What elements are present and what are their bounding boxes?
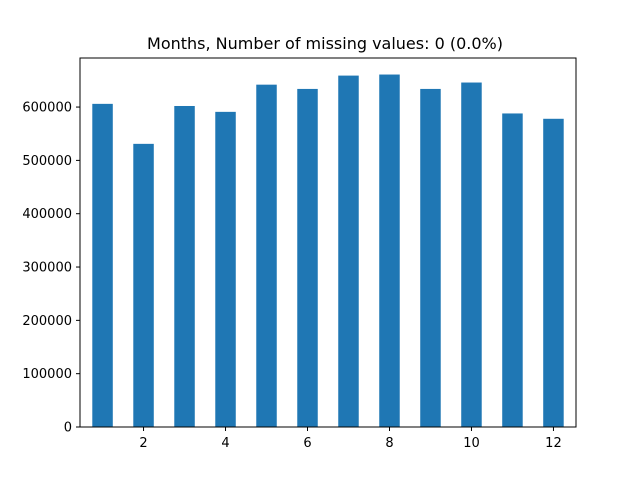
bar-month-9 bbox=[420, 88, 441, 428]
x-tick-label: 10 bbox=[463, 436, 480, 451]
bar-month-6 bbox=[297, 88, 318, 428]
bar-month-3 bbox=[174, 105, 195, 427]
x-tick-label: 8 bbox=[385, 436, 393, 451]
bar-month-1 bbox=[92, 103, 113, 427]
bar-month-4 bbox=[215, 111, 236, 427]
y-tick-label: 600000 bbox=[22, 101, 72, 116]
bar-month-11 bbox=[502, 113, 523, 427]
bar-month-5 bbox=[256, 84, 277, 427]
y-tick-label: 400000 bbox=[22, 207, 72, 222]
x-tick-label: 12 bbox=[545, 436, 562, 451]
bar-month-8 bbox=[379, 74, 400, 428]
bar-month-7 bbox=[338, 75, 359, 428]
y-tick-label: 300000 bbox=[22, 261, 72, 276]
y-tick-label: 0 bbox=[64, 421, 72, 436]
x-tick-label: 6 bbox=[303, 436, 311, 451]
y-tick-label: 500000 bbox=[22, 154, 72, 169]
y-tick-label: 100000 bbox=[22, 367, 72, 382]
bar-month-2 bbox=[133, 143, 154, 428]
plot-frame bbox=[79, 57, 577, 428]
axes-group: 2 4 6 8 10 12 0 100000 200000 300000 400000 500000 6… bbox=[22, 57, 577, 451]
bar-month-10 bbox=[461, 82, 482, 427]
x-tick-label: 4 bbox=[221, 436, 229, 451]
bar-month-12 bbox=[543, 118, 564, 428]
bars-group bbox=[92, 74, 564, 428]
x-tick-label: 2 bbox=[139, 436, 147, 451]
y-tick-label: 200000 bbox=[22, 314, 72, 329]
chart-title: Months, Number of missing values: 0 (0.0… bbox=[147, 34, 503, 53]
